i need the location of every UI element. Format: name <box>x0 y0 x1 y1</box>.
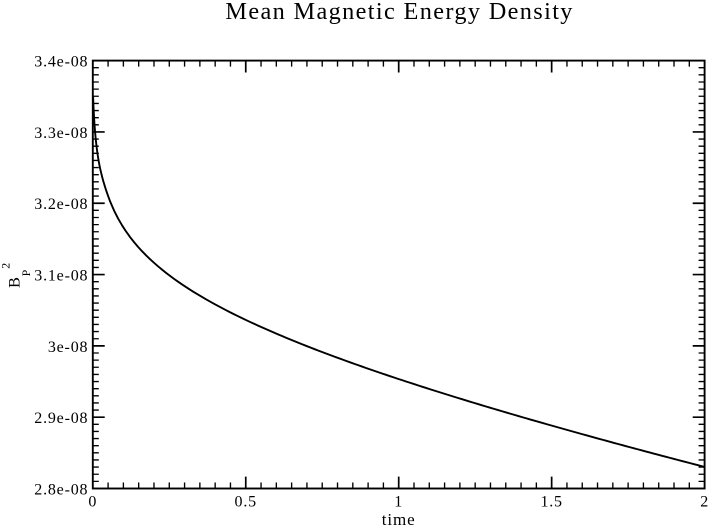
svg-text:0: 0 <box>88 494 97 511</box>
svg-text:Mean Magnetic Energy Density: Mean Magnetic Energy Density <box>225 0 573 25</box>
svg-text:3e-08: 3e-08 <box>48 339 88 356</box>
svg-text:3.3e-08: 3.3e-08 <box>34 125 88 142</box>
svg-text:3.1e-08: 3.1e-08 <box>34 268 88 285</box>
svg-text:time: time <box>382 510 416 527</box>
svg-text:1: 1 <box>394 494 403 511</box>
svg-text:2: 2 <box>700 494 709 511</box>
svg-text:2.8e-08: 2.8e-08 <box>34 481 88 498</box>
svg-text:0.5: 0.5 <box>235 494 257 511</box>
svg-text:BP2: BP2 <box>0 263 33 288</box>
svg-text:1.5: 1.5 <box>540 494 562 511</box>
svg-text:3.4e-08: 3.4e-08 <box>34 54 88 71</box>
svg-text:2.9e-08: 2.9e-08 <box>34 410 88 427</box>
svg-text:3.2e-08: 3.2e-08 <box>34 196 88 213</box>
